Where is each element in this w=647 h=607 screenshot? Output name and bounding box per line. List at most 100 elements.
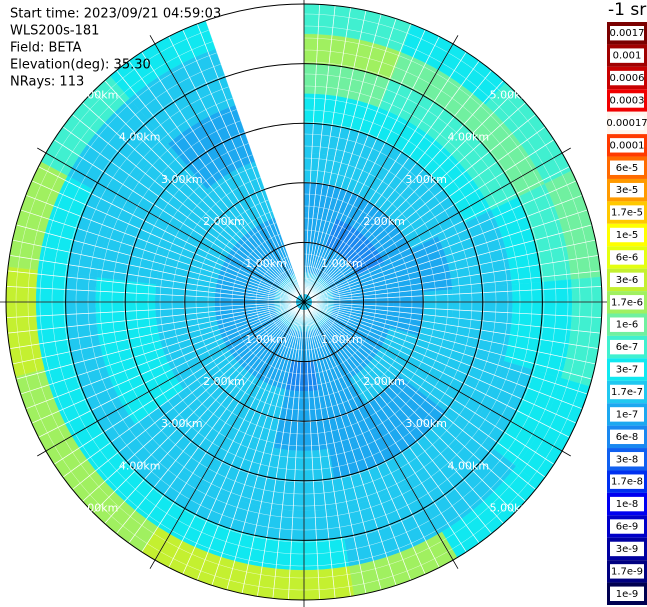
ray-gap: [310, 126, 546, 298]
colorbar-label-box: [610, 227, 644, 243]
ray-gap: [310, 166, 570, 299]
ray-gap: [311, 286, 602, 302]
range-label: 3.00km: [405, 173, 447, 186]
ray-gap: [309, 306, 536, 490]
range-label: 4.00km: [448, 459, 490, 472]
gate-gap: [15, 13, 593, 591]
ray-gap: [311, 302, 599, 349]
colorbar-label-box: [610, 496, 644, 512]
range-label: 2.00km: [203, 375, 245, 388]
spoke: [303, 301, 459, 569]
range-ring: [124, 122, 484, 482]
ray-gap: [304, 309, 320, 600]
ray-gap: [311, 304, 577, 424]
range-label: 2.00km: [363, 375, 405, 388]
ray-gap: [241, 309, 303, 594]
ray-gap: [309, 80, 504, 297]
grid: [0, 0, 612, 607]
colorbar: -1 sr 0.0017 0.001 0.0006 0.0003 0.00017 0.000…: [606, 0, 647, 605]
ray-gap: [72, 306, 299, 490]
ray-gap: [20, 209, 297, 300]
colorbar-label: 3e-7: [616, 365, 639, 376]
colorbar-label-box: [610, 362, 644, 377]
colorbar-label-box: [610, 452, 644, 467]
gate-gap: [183, 181, 425, 423]
ray-gap: [310, 306, 546, 478]
range-label: 3.00km: [161, 417, 203, 430]
gate-gap: [111, 109, 497, 495]
colorbar-label: 1.7e-6: [611, 297, 643, 308]
gate-gap: [219, 217, 389, 387]
gate-gap: [147, 145, 461, 459]
gate-gap: [231, 229, 377, 375]
ray-gap: [311, 304, 583, 410]
ray-gap: [305, 14, 382, 295]
ppi-cell: [184, 287, 218, 332]
ray-gap: [304, 4, 320, 295]
ray-gap: [104, 307, 299, 524]
ray-gap: [168, 308, 301, 568]
ray-gap: [306, 29, 426, 295]
colorbar-label: 1.7e-8: [611, 477, 643, 488]
colorbar-label-box: [610, 205, 644, 220]
ray-gap: [308, 70, 492, 297]
colorbar-label: 1.7e-9: [611, 566, 643, 577]
gate-gap: [159, 157, 449, 447]
ray-gap: [311, 270, 601, 302]
ray-gap: [311, 194, 583, 300]
gate-gap: [75, 73, 533, 531]
ray-gap: [116, 70, 300, 297]
header-line: NRays: 113: [10, 75, 84, 90]
ray-gap: [53, 306, 298, 465]
ray-gap: [93, 91, 299, 297]
colorbar-label: 0.0003: [610, 95, 645, 106]
colorbar-label: 6e-7: [616, 342, 639, 353]
range-label: 3.00km: [161, 173, 203, 186]
range-labels: 1.00km 1.00km 1.00km 1.00km 2.00km 2.00km 2.00…: [77, 89, 532, 515]
gate-gap: [291, 289, 317, 315]
colorbar-label: 6e-9: [616, 522, 639, 533]
header: Start time: 2023/09/21 04:59:03 WLS200s-1…: [10, 7, 221, 90]
ray-gap: [25, 194, 297, 300]
colorbar-label: 0.0001: [610, 140, 645, 151]
header-line: Elevation(deg): 35.30: [10, 58, 151, 73]
ray-gap: [62, 126, 298, 298]
ray-gap: [82, 307, 299, 502]
header-line: Field: BETA: [10, 41, 82, 56]
gate-gap: [39, 37, 569, 567]
gate-gap: [207, 205, 401, 399]
colorbar-title: -1 sr: [608, 0, 646, 20]
ray-gap: [82, 102, 299, 297]
ray-gap: [311, 303, 596, 365]
ray-gap: [272, 309, 304, 599]
ray-gap: [305, 309, 367, 594]
colorbar-label-box: [610, 474, 644, 489]
range-ring: [65, 63, 543, 541]
range-label: 4.00km: [119, 131, 161, 144]
ray-gap: [309, 307, 515, 513]
ppi-cell: [125, 280, 160, 347]
ray-gap: [305, 309, 382, 590]
colorbar-label-box: [610, 115, 644, 131]
colorbar-label-box: [610, 586, 644, 601]
ray-gap: [310, 139, 555, 298]
colorbar-label-box: [610, 272, 644, 288]
ray-gap: [31, 304, 297, 424]
ray-gap: [308, 51, 467, 296]
ray-gap: [62, 306, 298, 478]
colorbar-label-box: [610, 182, 644, 198]
gate-gap: [135, 133, 473, 471]
ray-gap: [116, 307, 300, 534]
colorbar-label: 0.00017: [606, 118, 647, 129]
ray-gap: [9, 255, 297, 302]
ray-gap: [6, 302, 297, 318]
ray-gap: [306, 309, 397, 586]
ray-gap: [7, 270, 297, 302]
gate-gap: [171, 169, 437, 435]
ray-gap: [288, 309, 304, 600]
colorbar-label: 3e-6: [616, 275, 639, 286]
gate-gap: [195, 193, 413, 411]
ray-gap: [311, 304, 588, 395]
ray-gap: [311, 180, 577, 300]
range-label: 5.00km: [490, 501, 532, 514]
